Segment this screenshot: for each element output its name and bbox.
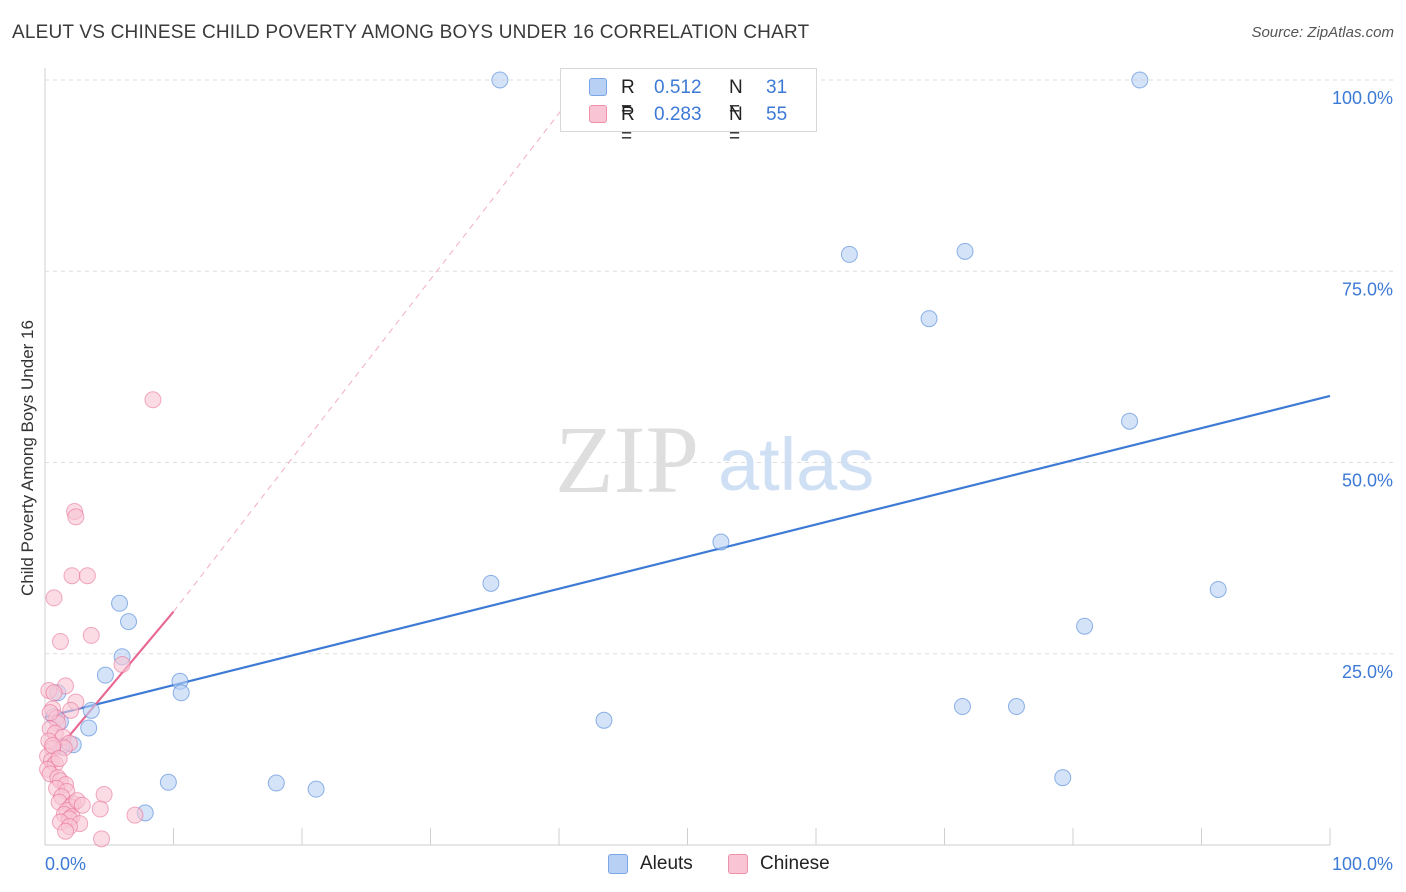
point-aleuts-4: [920, 310, 938, 328]
point-aleuts-15: [172, 684, 190, 702]
legend-swatch-chinese: [589, 105, 607, 123]
chart-title: ALEUT VS CHINESE CHILD POVERTY AMONG BOY…: [12, 22, 810, 43]
point-aleuts-8: [1209, 580, 1227, 598]
point-aleuts-13: [96, 666, 114, 684]
point-chinese-43: [126, 806, 144, 824]
legend-n-value-chinese: 55: [766, 104, 788, 125]
point-aleuts-0: [491, 71, 509, 89]
point-aleuts-26: [159, 773, 177, 791]
x-tick-label-min: 0.0%: [45, 854, 86, 874]
legend-n-label: N =: [729, 77, 743, 120]
point-aleuts-18: [595, 711, 613, 729]
trend-line-aleuts: [44, 394, 1331, 719]
y-tick-label-75: 75.0%: [1342, 279, 1393, 299]
point-chinese-14: [62, 701, 80, 719]
point-chinese-52: [50, 750, 68, 768]
point-aleuts-2: [840, 245, 858, 263]
point-chinese-0: [144, 391, 162, 409]
watermark-atlas: atlas: [718, 423, 874, 506]
y-tick-label-50: 50.0%: [1342, 471, 1393, 491]
point-aleuts-20: [82, 701, 100, 719]
point-chinese-50: [41, 704, 59, 722]
point-aleuts-5: [1121, 412, 1139, 430]
legend-r-value-chinese: 0.283: [654, 104, 702, 125]
y-tick-label-100: 100.0%: [1332, 88, 1393, 108]
bottom-legend-label-aleuts: Aleuts: [640, 853, 693, 874]
point-aleuts-10: [111, 594, 129, 612]
point-chinese-7: [82, 626, 100, 644]
point-aleuts-17: [1007, 698, 1025, 716]
point-aleuts-28: [307, 780, 325, 798]
source-credit: Source: ZipAtlas.com: [1251, 24, 1394, 41]
point-chinese-34: [95, 786, 113, 804]
y-tick-label-25: 25.0%: [1342, 662, 1393, 682]
legend-n-value-aleuts: 31: [766, 77, 788, 98]
watermark-zip: ZIP: [555, 406, 699, 513]
legend-swatch-aleuts: [589, 78, 607, 96]
point-aleuts-16: [953, 698, 971, 716]
bottom-legend-swatch-aleuts: [608, 854, 628, 874]
y-tick-labels: 100.0% 75.0% 50.0% 25.0%: [1332, 88, 1393, 682]
legend-r-value-aleuts: 0.512: [654, 77, 702, 98]
point-aleuts-6: [712, 533, 730, 551]
point-chinese-2: [67, 508, 85, 526]
bottom-legend-label-chinese: Chinese: [760, 853, 830, 874]
point-chinese-48: [57, 822, 75, 840]
legend-n-label: N =: [729, 104, 743, 147]
bottom-legend-swatch-chinese: [728, 854, 748, 874]
point-aleuts-1: [1131, 71, 1149, 89]
x-tick-label-max: 100.0%: [1332, 854, 1393, 874]
point-aleuts-23: [80, 719, 98, 737]
legend-r-label: R =: [621, 104, 635, 147]
point-chinese-5: [45, 589, 63, 607]
point-aleuts-3: [956, 242, 974, 260]
trend-line-extended-chinese: [173, 79, 586, 612]
correlation-legend: R = 0.512 N = 31 R = 0.283 N = 55: [560, 68, 817, 147]
point-chinese-4: [78, 567, 96, 585]
point-chinese-6: [51, 633, 69, 651]
x-tick-marks: [173, 828, 1331, 845]
point-aleuts-9: [1076, 617, 1094, 635]
point-chinese-8: [113, 655, 131, 673]
point-chinese-11: [45, 684, 63, 702]
point-chinese-3: [63, 567, 81, 585]
point-aleuts-29: [1054, 769, 1072, 787]
point-aleuts-7: [482, 574, 500, 592]
point-chinese-39: [91, 800, 109, 818]
point-chinese-54: [73, 796, 91, 814]
point-aleuts-27: [267, 774, 285, 792]
data-points: [39, 71, 1227, 848]
point-aleuts-11: [120, 613, 138, 631]
point-chinese-49: [93, 830, 111, 848]
legend-r-label: R =: [621, 77, 635, 120]
